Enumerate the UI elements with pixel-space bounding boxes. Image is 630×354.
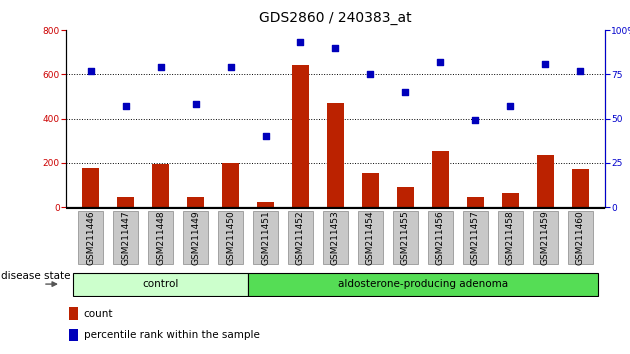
FancyBboxPatch shape	[568, 211, 593, 264]
Point	[226, 64, 236, 70]
FancyBboxPatch shape	[253, 211, 278, 264]
Point	[295, 40, 306, 45]
Text: GSM211450: GSM211450	[226, 211, 235, 266]
Bar	[362, 173, 379, 207]
Text: GSM211454: GSM211454	[366, 211, 375, 266]
Bar	[537, 155, 554, 207]
FancyBboxPatch shape	[323, 211, 348, 264]
FancyBboxPatch shape	[248, 273, 598, 296]
FancyBboxPatch shape	[498, 211, 523, 264]
FancyBboxPatch shape	[78, 211, 103, 264]
Point	[505, 103, 515, 109]
Text: GSM211459: GSM211459	[541, 211, 550, 266]
Point	[541, 61, 551, 67]
FancyBboxPatch shape	[463, 211, 488, 264]
Bar	[69, 307, 78, 320]
Bar	[69, 329, 78, 341]
Point	[156, 64, 166, 70]
Bar	[327, 103, 344, 207]
FancyBboxPatch shape	[428, 211, 453, 264]
FancyBboxPatch shape	[73, 273, 248, 296]
Bar	[257, 201, 274, 207]
Text: GSM211446: GSM211446	[86, 211, 95, 266]
FancyBboxPatch shape	[113, 211, 138, 264]
Text: GSM211456: GSM211456	[436, 211, 445, 266]
Bar	[432, 151, 449, 207]
Point	[575, 68, 585, 74]
Bar	[117, 197, 134, 207]
Text: aldosterone-producing adenoma: aldosterone-producing adenoma	[338, 279, 508, 289]
Text: GSM211447: GSM211447	[121, 211, 130, 266]
Text: disease state: disease state	[1, 270, 70, 280]
Text: GDS2860 / 240383_at: GDS2860 / 240383_at	[259, 11, 412, 25]
FancyBboxPatch shape	[533, 211, 558, 264]
Text: GSM211460: GSM211460	[576, 211, 585, 266]
Bar	[152, 164, 169, 207]
Point	[190, 102, 200, 107]
FancyBboxPatch shape	[183, 211, 208, 264]
Point	[86, 68, 96, 74]
FancyBboxPatch shape	[393, 211, 418, 264]
FancyBboxPatch shape	[148, 211, 173, 264]
Text: GSM211452: GSM211452	[296, 211, 305, 266]
Bar	[82, 169, 100, 207]
Point	[401, 89, 411, 95]
FancyBboxPatch shape	[358, 211, 383, 264]
Text: GSM211448: GSM211448	[156, 211, 165, 266]
Text: control: control	[142, 279, 179, 289]
Point	[260, 133, 270, 139]
Text: GSM211457: GSM211457	[471, 211, 480, 266]
Text: GSM211458: GSM211458	[506, 211, 515, 266]
Text: count: count	[84, 309, 113, 319]
Bar	[501, 193, 519, 207]
Point	[365, 72, 375, 77]
Text: GSM211451: GSM211451	[261, 211, 270, 266]
Bar	[292, 65, 309, 207]
Bar	[222, 163, 239, 207]
FancyBboxPatch shape	[288, 211, 313, 264]
Point	[471, 118, 481, 123]
Text: GSM211455: GSM211455	[401, 211, 410, 266]
Bar	[467, 197, 484, 207]
FancyBboxPatch shape	[218, 211, 243, 264]
Text: GSM211449: GSM211449	[191, 211, 200, 266]
Bar	[397, 187, 414, 207]
Point	[435, 59, 445, 65]
Text: GSM211453: GSM211453	[331, 211, 340, 266]
Point	[331, 45, 341, 51]
Point	[120, 103, 130, 109]
Text: percentile rank within the sample: percentile rank within the sample	[84, 330, 260, 340]
Bar	[571, 170, 589, 207]
Bar	[187, 197, 204, 207]
